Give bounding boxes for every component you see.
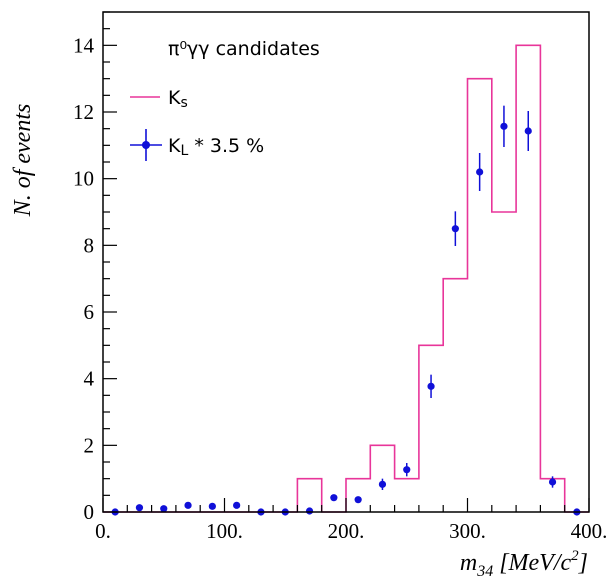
- kl-data-point: [233, 501, 241, 509]
- kl-point-marker: [184, 501, 192, 509]
- x-axis-title-unit: [MeV/c: [493, 550, 571, 576]
- legend-ks-label: Ks: [168, 87, 188, 111]
- kl-data-point: [427, 374, 435, 398]
- legend-kl-main: K: [168, 135, 181, 157]
- legend-title: π⁰γγ candidates: [168, 38, 320, 60]
- x-axis-title-close: ]: [578, 550, 588, 576]
- kl-data-point: [476, 153, 484, 191]
- kl-data-point: [184, 501, 192, 509]
- kl-data-point: [548, 476, 557, 488]
- x-axis-title-sup: 2: [571, 548, 579, 564]
- y-tick-label: 0: [84, 500, 95, 524]
- plot-area: [103, 44, 589, 516]
- x-axis-title-sub: 34: [476, 563, 493, 580]
- kl-point-marker: [233, 501, 241, 509]
- legend-kl-sub: L: [180, 143, 188, 159]
- axes: 0. 100. 200. 300. 400. 0 2 4 6 8 10 12 14: [73, 11, 608, 543]
- kl-point-marker: [208, 502, 216, 510]
- legend-ks-main: K: [168, 87, 181, 109]
- kl-data-point: [524, 111, 532, 151]
- legend-kl-suffix: * 3.5 %: [188, 135, 264, 157]
- y-tick-label: 2: [84, 433, 95, 457]
- y-tick-label: 4: [84, 367, 95, 391]
- y-tick-label: 6: [84, 300, 95, 324]
- kl-point-marker: [160, 505, 168, 513]
- kl-data-point: [160, 505, 168, 513]
- kl-point-marker: [476, 168, 484, 176]
- x-axis-title: m34 [MeV/c2]: [460, 548, 588, 580]
- y-tick-label: 12: [73, 100, 94, 124]
- kl-point-marker: [135, 504, 144, 512]
- kl-data-point: [403, 463, 411, 477]
- kl-data-point: [305, 507, 314, 515]
- legend-ks-sub: s: [180, 95, 187, 111]
- kl-data-point: [354, 496, 362, 504]
- x-tick-label: 300.: [449, 519, 486, 543]
- kl-point-marker: [500, 122, 508, 130]
- kl-point-marker: [305, 507, 314, 515]
- kl-point-marker: [427, 382, 435, 390]
- legend: π⁰γγ candidates Ks KL * 3.5 %: [130, 38, 320, 161]
- legend-kl-label: KL * 3.5 %: [168, 135, 264, 159]
- y-axis-title: N. of events: [10, 104, 36, 218]
- kl-point-marker: [451, 225, 459, 233]
- kl-point-marker: [403, 466, 411, 474]
- x-tick-label: 100.: [206, 519, 243, 543]
- kl-data-point: [208, 502, 216, 510]
- x-tick-label: 0.: [95, 519, 111, 543]
- kl-point-marker: [330, 494, 338, 502]
- kl-data-point: [135, 504, 144, 512]
- ks-histogram-line: [103, 44, 589, 513]
- y-tick-label: 8: [84, 233, 95, 257]
- kl-data-point: [451, 211, 459, 246]
- kl-point-marker: [524, 127, 532, 135]
- kl-data-point: [500, 105, 508, 147]
- kl-point-marker: [548, 478, 557, 486]
- y-tick-label: 10: [73, 167, 94, 191]
- x-axis-title-main: m: [460, 550, 477, 576]
- legend-kl-swatch: [130, 129, 162, 161]
- kl-point-marker: [378, 480, 387, 488]
- x-tick-label: 400.: [571, 519, 608, 543]
- x-tick-label: 200.: [328, 519, 365, 543]
- kl-data-point: [378, 478, 387, 490]
- y-tick-label: 14: [73, 33, 95, 57]
- kl-data-point: [330, 494, 338, 502]
- kl-point-marker: [354, 496, 362, 504]
